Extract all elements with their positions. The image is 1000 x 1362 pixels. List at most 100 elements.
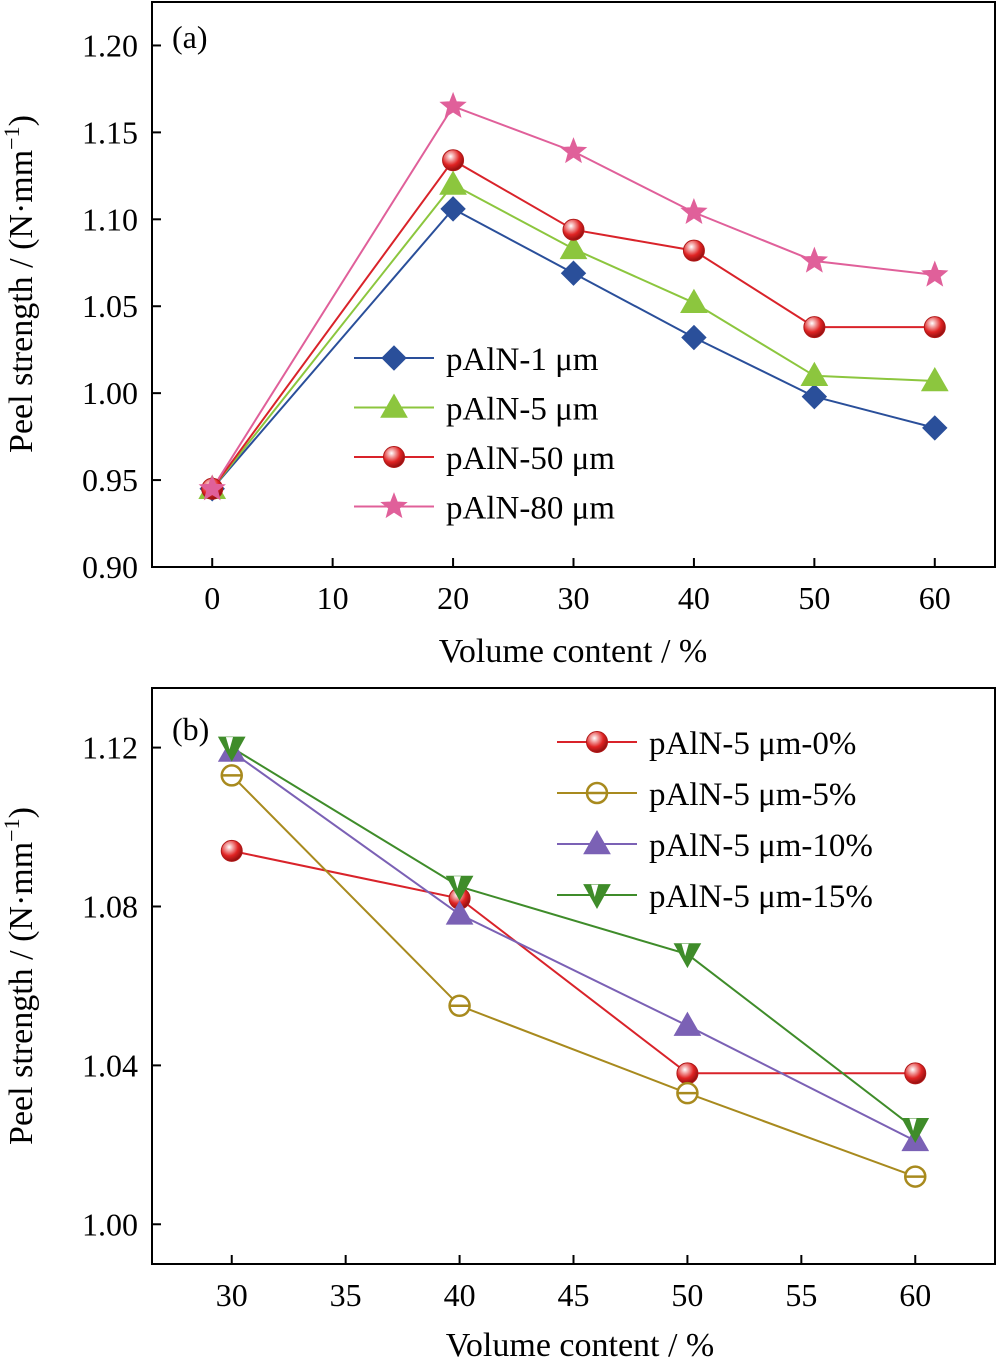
- panel-label-b: (b): [172, 711, 209, 747]
- a-series-line-3: [211, 158, 935, 490]
- chart-panel-b: 30 35 40 45 50 55 60 1.00 1.04 1.08 1.12 pAlN-5 μ…: [0, 687, 996, 1362]
- a-y-tick-label: 0.90: [82, 549, 138, 585]
- series-group-b: [217, 736, 930, 1188]
- a-series-line-2: [211, 183, 935, 490]
- a-series-4-point: [559, 137, 588, 164]
- a-series-2-point: [680, 288, 708, 314]
- a-legend-label-1: pAlN-1 μm: [446, 342, 599, 378]
- legend-a: pAlN-1 μm pAlN-5 μm pAlN-50 μm pAlN-80 μm: [354, 342, 615, 527]
- b-series-4-point: [217, 736, 246, 762]
- a-legend-marker-3: [383, 446, 405, 468]
- b-x-tick-label: 35: [330, 1277, 362, 1313]
- a-series-1-point: [922, 415, 948, 441]
- a-series-4-point: [198, 474, 226, 501]
- y-axis-title-b-main: Peel strength / (N·mm: [3, 842, 40, 1145]
- a-series-4-point: [800, 246, 829, 273]
- series-group-a: [198, 91, 949, 502]
- x-axis-b: 30 35 40 45 50 55 60: [216, 1255, 931, 1313]
- a-legend-marker-2: [380, 393, 408, 418]
- a-series-line-4: [211, 105, 935, 490]
- b-series-line-4: [231, 746, 916, 1130]
- b-y-tick-label: 1.08: [82, 888, 138, 924]
- b-series-3-point: [445, 900, 474, 925]
- a-x-tick-label: 0: [204, 580, 220, 616]
- chart-panel-a: 0 10 20 30 40 50 60 0.90 0.95 1.00 1.05 1.10 1.15 1.…: [0, 1, 996, 670]
- b-legend-label-3: pAlN-5 μm-10%: [649, 828, 873, 864]
- a-series-1-point: [560, 260, 587, 286]
- b-x-tick-label: 55: [785, 1277, 817, 1313]
- a-series-4-point: [680, 198, 708, 225]
- b-legend-marker-2: [585, 781, 609, 805]
- a-series-2-point: [800, 361, 829, 387]
- a-series-3-point: [442, 149, 465, 172]
- y-axis-title-a-sup: −1: [0, 126, 24, 149]
- a-legend-label-3: pAlN-50 μm: [446, 441, 615, 477]
- b-series-1-point: [220, 839, 243, 862]
- y-axis-b: 1.00 1.04 1.08 1.12: [82, 730, 161, 1242]
- b-legend-label-4: pAlN-5 μm-15%: [649, 879, 873, 915]
- b-series-line-3: [231, 750, 916, 1142]
- a-series-3-point: [562, 218, 585, 241]
- x-axis-title-a: Volume content / %: [439, 633, 708, 670]
- b-legend-marker-3: [583, 829, 611, 855]
- b-series-4-point: [901, 1118, 930, 1143]
- b-y-tick-label: 1.12: [82, 730, 138, 766]
- a-x-tick-label: 20: [437, 580, 469, 616]
- a-series-4-point: [921, 260, 949, 287]
- b-legend-label-2: pAlN-5 μm-5%: [649, 777, 856, 813]
- y-axis-title-b-sup: −1: [0, 818, 24, 841]
- y-axis-title-b-close: ): [3, 807, 40, 818]
- a-series-2-point: [920, 366, 949, 392]
- a-series-1-point: [801, 383, 828, 410]
- a-y-tick-label: 0.95: [82, 462, 138, 498]
- b-legend-marker-4: [583, 884, 611, 910]
- b-series-2-point: [904, 1165, 927, 1188]
- b-x-tick-label: 60: [899, 1277, 931, 1313]
- a-series-3-point: [923, 316, 946, 339]
- b-series-4-point: [445, 875, 474, 901]
- a-x-tick-label: 10: [317, 580, 349, 616]
- b-y-tick-label: 1.04: [82, 1047, 138, 1083]
- y-axis-title-a-close: ): [3, 115, 40, 126]
- a-y-tick-label: 1.10: [82, 201, 138, 237]
- y-axis-a: 0.90 0.95 1.00 1.05 1.10 1.15 1.20: [82, 27, 161, 585]
- a-x-tick-label: 30: [558, 580, 590, 616]
- x-axis-a: 0 10 20 30 40 50 60: [204, 558, 951, 616]
- y-axis-title-a: Peel strength / (N·mm−1): [0, 115, 40, 453]
- b-series-2-point: [676, 1081, 699, 1105]
- a-y-tick-label: 1.20: [82, 27, 138, 63]
- x-axis-title-b: Volume content / %: [446, 1327, 715, 1362]
- a-legend-label-4: pAlN-80 μm: [446, 491, 615, 527]
- b-legend-label-1: pAlN-5 μm-0%: [649, 726, 856, 762]
- b-x-tick-label: 45: [558, 1277, 590, 1313]
- b-series-1-point: [676, 1062, 699, 1085]
- b-series-1-point: [904, 1062, 927, 1085]
- y-axis-title-a-main: Peel strength / (N·mm: [3, 150, 40, 453]
- b-x-tick-label: 50: [671, 1277, 703, 1313]
- a-series-3-point: [682, 239, 705, 262]
- a-series-1-point: [440, 196, 466, 222]
- y-axis-title-b: Peel strength / (N·mm−1): [0, 807, 40, 1145]
- b-series-line-1: [231, 849, 916, 1075]
- a-x-tick-label: 60: [919, 580, 951, 616]
- a-legend-label-2: pAlN-5 μm: [446, 392, 599, 428]
- a-x-tick-label: 50: [798, 580, 830, 616]
- b-series-2-point: [448, 994, 471, 1018]
- a-y-tick-label: 1.00: [82, 375, 138, 411]
- panel-label-a: (a): [172, 19, 208, 55]
- legend-b: pAlN-5 μm-0% pAlN-5 μm-5% pAlN-5 μm-10% pAl…: [557, 726, 873, 915]
- b-y-tick-label: 1.00: [82, 1206, 138, 1242]
- b-series-4-point: [673, 943, 702, 969]
- b-x-tick-label: 40: [444, 1277, 476, 1313]
- b-x-tick-label: 30: [216, 1277, 248, 1313]
- a-series-1-point: [681, 324, 707, 351]
- a-series-line-1: [211, 207, 936, 490]
- a-legend-marker-4: [380, 492, 408, 519]
- a-series-3-point: [803, 316, 826, 339]
- a-y-tick-label: 1.05: [82, 288, 138, 324]
- b-legend-marker-1: [586, 731, 608, 753]
- plot-frame-b: [151, 687, 996, 1265]
- a-series-4-point: [439, 91, 467, 118]
- b-series-2-point: [220, 764, 243, 787]
